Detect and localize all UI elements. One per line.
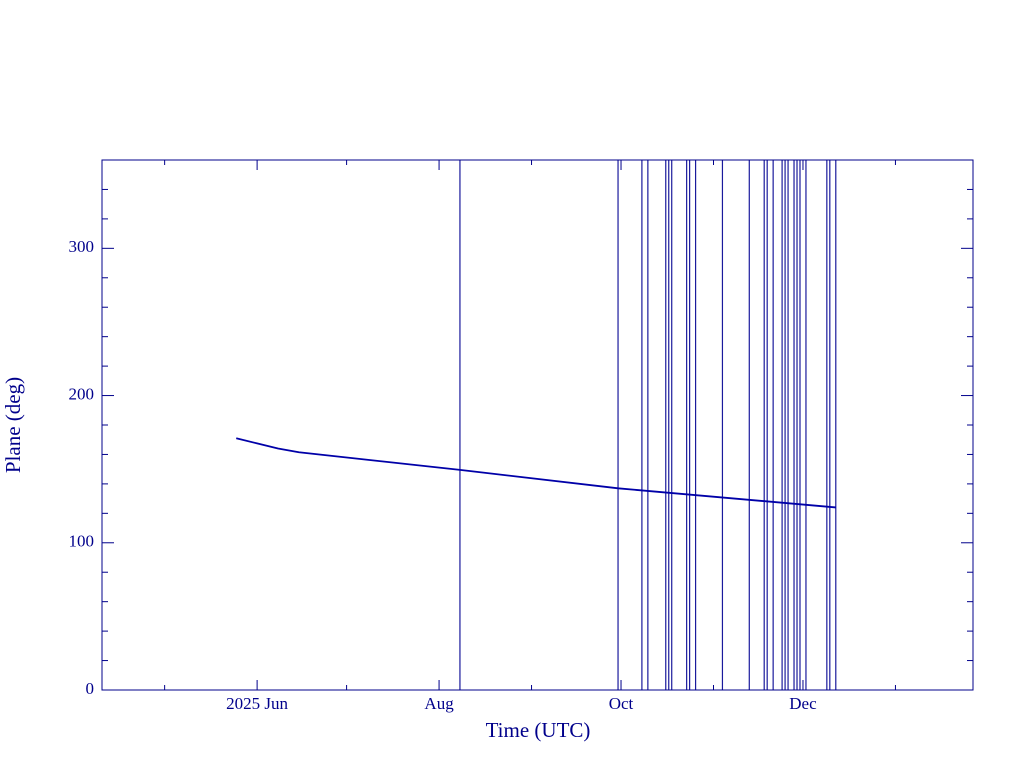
y-tick-label: 200 — [69, 384, 95, 403]
x-axis-label: Time (UTC) — [486, 718, 591, 742]
y-tick-label: 300 — [69, 237, 95, 256]
y-tick-label: 100 — [69, 532, 95, 551]
x-tick-label: 2025 Jun — [226, 694, 288, 713]
x-tick-label: Oct — [609, 694, 634, 713]
x-tick-label: Aug — [424, 694, 454, 713]
y-tick-label: 0 — [86, 679, 95, 698]
y-axis-label: Plane (deg) — [1, 377, 25, 473]
x-tick-label: Dec — [789, 694, 817, 713]
data-line — [236, 437, 836, 509]
plot-frame — [101, 159, 974, 691]
